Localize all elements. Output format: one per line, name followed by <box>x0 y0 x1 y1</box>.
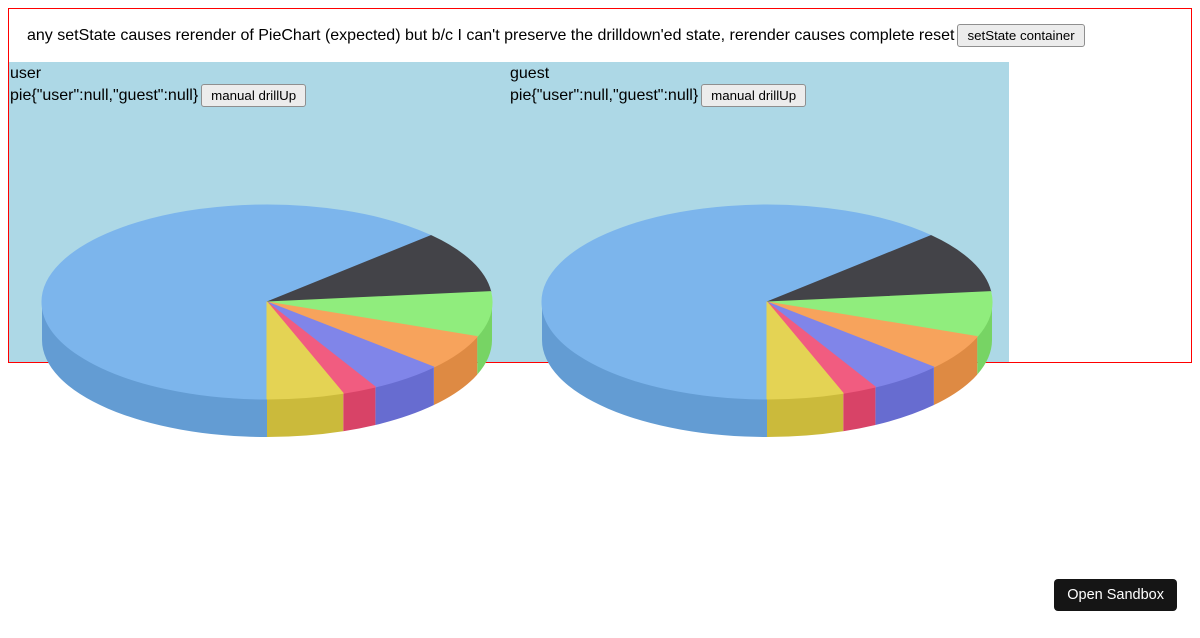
pie-slice-side <box>267 393 343 437</box>
pie-slice-side <box>767 393 843 437</box>
chart-title-guest: guest <box>510 63 1009 84</box>
chart-header-user: user pie{"user":null,"guest":null}manual… <box>9 62 509 107</box>
charts-row: user pie{"user":null,"guest":null}manual… <box>9 62 1191 362</box>
open-sandbox-button[interactable]: Open Sandbox <box>1054 579 1177 611</box>
pie-slice-side <box>343 387 375 431</box>
manual-drillup-button-guest[interactable]: manual drillUp <box>701 84 806 107</box>
setstate-button[interactable]: setState container <box>957 24 1084 47</box>
pie-chart-user[interactable] <box>9 62 509 462</box>
pie-chart-guest[interactable] <box>509 62 1009 462</box>
chart-state-text-guest: pie{"user":null,"guest":null} <box>510 87 698 104</box>
chart-header-guest: guest pie{"user":null,"guest":null}manua… <box>509 62 1009 107</box>
chart-title-user: user <box>10 63 509 84</box>
note-row: any setState causes rerender of PieChart… <box>27 24 1191 47</box>
setstate-container: any setState causes rerender of PieChart… <box>8 8 1192 363</box>
chart-panel-user: user pie{"user":null,"guest":null}manual… <box>9 62 509 362</box>
pie-slice-side <box>843 387 875 431</box>
note-text: any setState causes rerender of PieChart… <box>27 27 954 44</box>
pie-3d-svg <box>9 62 509 462</box>
manual-drillup-button-user[interactable]: manual drillUp <box>201 84 306 107</box>
pie-3d-svg <box>509 62 1009 462</box>
chart-panel-guest: guest pie{"user":null,"guest":null}manua… <box>509 62 1009 362</box>
chart-state-text-user: pie{"user":null,"guest":null} <box>10 87 198 104</box>
chart-state-line-user: pie{"user":null,"guest":null}manual dril… <box>10 84 509 107</box>
chart-state-line-guest: pie{"user":null,"guest":null}manual dril… <box>510 84 1009 107</box>
